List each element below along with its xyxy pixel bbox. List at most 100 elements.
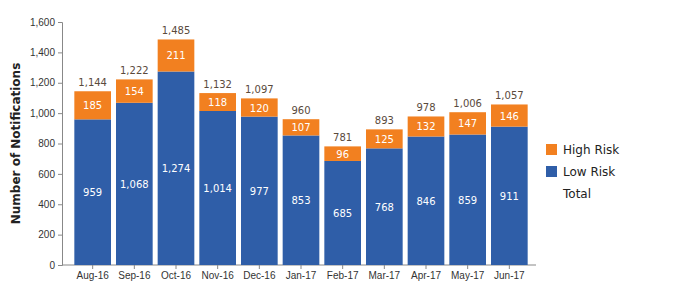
- x-tick-label: Feb-17: [327, 270, 359, 281]
- legend-label: Low Risk: [563, 165, 615, 179]
- bar: [408, 137, 445, 265]
- x-tick-label: Jun-17: [494, 270, 525, 281]
- y-axis-line: [58, 23, 63, 266]
- y-tick-label: 400: [38, 199, 55, 210]
- bar: [199, 93, 236, 111]
- bar-label: 125: [375, 134, 394, 145]
- bar: [74, 119, 111, 265]
- bar-label: 1,274: [162, 163, 191, 174]
- total-label: 1,132: [203, 79, 232, 90]
- legend: High Risk Low Risk Total: [546, 143, 619, 201]
- x-tick-label: Nov-16: [202, 270, 235, 281]
- bar-label: 107: [291, 122, 310, 133]
- y-tick: 0: [49, 260, 62, 271]
- y-tick: 1,600: [30, 17, 62, 28]
- y-tick-label: 1,000: [30, 108, 55, 119]
- bar: [199, 111, 236, 265]
- x-tick-label: May-17: [451, 270, 485, 281]
- total-label: 1,006: [453, 98, 482, 109]
- x-tick-label: Mar-17: [368, 270, 400, 281]
- bar-label: 685: [333, 208, 352, 219]
- bar-label: 768: [375, 202, 394, 213]
- x-tick-label: Aug-16: [77, 270, 110, 281]
- bar: [491, 104, 528, 126]
- bar: [74, 91, 111, 119]
- bar: [408, 116, 445, 136]
- bar: [116, 103, 153, 265]
- total-label: 1,485: [162, 25, 191, 36]
- y-tick-label: 200: [38, 229, 55, 240]
- y-tick: 400: [38, 199, 62, 210]
- x-tick-mark: [467, 265, 468, 269]
- bar-label: 154: [125, 86, 144, 97]
- x-tick-mark: [301, 265, 302, 269]
- chart: 0 200 400 600 800 1,000 1,200 1,400 1,600 Aug-16 S…: [0, 0, 676, 306]
- x-tick: Jun-17: [494, 265, 525, 281]
- x-tick: Aug-16: [77, 265, 110, 281]
- y-tick-mark: [58, 144, 62, 145]
- y-tick: 200: [38, 229, 62, 240]
- total-label: 960: [291, 105, 310, 116]
- y-tick-mark: [58, 22, 62, 23]
- bar: [324, 161, 361, 265]
- data-labels: 9591851,0681541,2742111,0141189771208531…: [78, 25, 523, 219]
- y-tick-mark: [58, 52, 62, 53]
- y-tick: 1,400: [30, 47, 62, 58]
- y-tick: 800: [38, 138, 62, 149]
- x-axis: Aug-16 Sep-16 Oct-16 Nov-16 Dec-16 Jan-17 Feb-…: [62, 265, 536, 281]
- y-tick-mark: [58, 113, 62, 114]
- x-tick-mark: [134, 265, 135, 269]
- bar: [158, 72, 195, 265]
- x-tick-mark: [426, 265, 427, 269]
- bar-label: 911: [500, 191, 519, 202]
- x-tick-mark: [217, 265, 218, 269]
- y-tick-label: 600: [38, 169, 55, 180]
- x-tick-label: Oct-16: [161, 270, 191, 281]
- bar: [449, 112, 486, 134]
- bar-label: 211: [166, 50, 185, 61]
- bar-label: 185: [83, 100, 102, 111]
- bar-label: 96: [336, 149, 349, 160]
- total-label: 893: [375, 115, 394, 126]
- bar: [366, 148, 403, 265]
- bar-label: 146: [500, 111, 519, 122]
- x-tick-mark: [384, 265, 385, 269]
- bar-label: 147: [458, 118, 477, 129]
- y-axis: 0 200 400 600 800 1,000 1,200 1,400 1,600: [30, 17, 63, 271]
- bar-label: 859: [458, 195, 477, 206]
- y-axis-title: Number of Notifications: [9, 63, 23, 225]
- bar-label: 1,068: [120, 179, 149, 190]
- x-tick: Apr-17: [411, 265, 441, 281]
- bar: [283, 135, 320, 265]
- bar: [158, 39, 195, 71]
- bar-label: 1,014: [203, 183, 232, 194]
- y-tick: 1,000: [30, 108, 62, 119]
- bar: [366, 129, 403, 148]
- legend-swatch: [546, 166, 557, 177]
- bar-label: 959: [83, 187, 102, 198]
- y-tick-mark: [58, 204, 62, 205]
- bar-label: 977: [250, 186, 269, 197]
- bar-label: 118: [208, 97, 227, 108]
- y-tick-mark: [58, 235, 62, 236]
- x-tick: Jan-17: [286, 265, 317, 281]
- x-tick-label: Dec-16: [243, 270, 276, 281]
- bar-label: 853: [291, 195, 310, 206]
- x-tick: Oct-16: [161, 265, 191, 281]
- x-tick-mark: [92, 265, 93, 269]
- x-tick-mark: [259, 265, 260, 269]
- legend-label: Total: [562, 187, 591, 201]
- bar: [491, 127, 528, 265]
- y-tick-label: 800: [38, 138, 55, 149]
- bar-label: 132: [416, 121, 435, 132]
- total-label: 1,057: [495, 90, 524, 101]
- x-tick-label: Apr-17: [411, 270, 441, 281]
- total-label: 978: [416, 102, 435, 113]
- total-label: 1,144: [78, 77, 107, 88]
- x-tick: May-17: [451, 265, 485, 281]
- y-tick-label: 1,400: [30, 47, 55, 58]
- y-tick-label: 1,200: [30, 77, 55, 88]
- bar-label: 846: [416, 196, 435, 207]
- legend-label: High Risk: [563, 143, 619, 157]
- x-tick: Sep-16: [118, 265, 151, 281]
